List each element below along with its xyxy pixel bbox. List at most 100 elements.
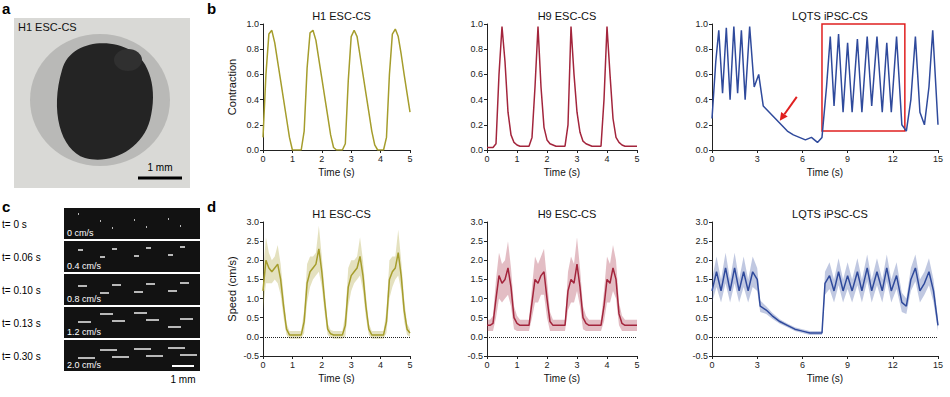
svg-text:1.0: 1.0 bbox=[470, 294, 483, 304]
svg-text:1: 1 bbox=[290, 360, 295, 370]
svg-text:1.2 cm/s: 1.2 cm/s bbox=[67, 327, 102, 337]
svg-text:0.0: 0.0 bbox=[695, 145, 708, 155]
svg-text:1 mm: 1 mm bbox=[171, 374, 196, 385]
svg-text:1.5: 1.5 bbox=[695, 274, 708, 284]
svg-text:3: 3 bbox=[755, 360, 760, 370]
svg-text:1.5: 1.5 bbox=[470, 274, 483, 284]
svg-text:3.0: 3.0 bbox=[246, 217, 259, 227]
svg-text:3.0: 3.0 bbox=[695, 217, 708, 227]
svg-text:2.0: 2.0 bbox=[246, 255, 259, 265]
svg-text:1.0: 1.0 bbox=[246, 294, 259, 304]
svg-text:2.5: 2.5 bbox=[246, 236, 259, 246]
svg-text:0.8: 0.8 bbox=[695, 44, 708, 54]
svg-text:0.5: 0.5 bbox=[246, 313, 259, 323]
svg-text:0.2: 0.2 bbox=[246, 120, 259, 130]
svg-text:4: 4 bbox=[378, 360, 383, 370]
svg-text:12: 12 bbox=[888, 154, 898, 164]
svg-text:a: a bbox=[2, 0, 11, 17]
svg-text:0.0: 0.0 bbox=[470, 332, 483, 342]
svg-text:0.2: 0.2 bbox=[695, 120, 708, 130]
svg-text:0.8: 0.8 bbox=[246, 44, 259, 54]
svg-text:Time (s): Time (s) bbox=[318, 373, 354, 384]
svg-text:Contraction: Contraction bbox=[226, 59, 238, 115]
svg-text:0 cm/s: 0 cm/s bbox=[67, 228, 94, 238]
svg-text:-0.5: -0.5 bbox=[243, 351, 259, 361]
svg-text:4: 4 bbox=[604, 154, 609, 164]
svg-text:0: 0 bbox=[709, 154, 714, 164]
svg-text:0.5: 0.5 bbox=[695, 313, 708, 323]
svg-text:t= 0.30 s: t= 0.30 s bbox=[2, 351, 41, 362]
svg-text:6: 6 bbox=[800, 154, 805, 164]
svg-text:0.8: 0.8 bbox=[470, 44, 483, 54]
svg-text:1.0: 1.0 bbox=[246, 19, 259, 29]
svg-text:3: 3 bbox=[574, 154, 579, 164]
svg-text:0.4: 0.4 bbox=[470, 95, 483, 105]
svg-text:0.8 cm/s: 0.8 cm/s bbox=[67, 294, 102, 304]
svg-text:9: 9 bbox=[845, 360, 850, 370]
svg-text:2.5: 2.5 bbox=[470, 236, 483, 246]
svg-text:15: 15 bbox=[933, 360, 943, 370]
svg-text:3.0: 3.0 bbox=[470, 217, 483, 227]
svg-text:4: 4 bbox=[378, 154, 383, 164]
svg-text:d: d bbox=[207, 198, 216, 215]
svg-text:4: 4 bbox=[604, 360, 609, 370]
svg-text:0.0: 0.0 bbox=[695, 332, 708, 342]
svg-text:H9 ESC-CS: H9 ESC-CS bbox=[538, 208, 597, 220]
svg-text:0.0: 0.0 bbox=[246, 145, 259, 155]
svg-text:0: 0 bbox=[484, 360, 489, 370]
svg-text:0: 0 bbox=[260, 154, 265, 164]
svg-text:2: 2 bbox=[319, 360, 324, 370]
svg-text:0.0: 0.0 bbox=[470, 145, 483, 155]
svg-text:3: 3 bbox=[574, 360, 579, 370]
svg-text:2.0: 2.0 bbox=[695, 255, 708, 265]
svg-text:5: 5 bbox=[407, 154, 412, 164]
svg-text:0.6: 0.6 bbox=[246, 69, 259, 79]
svg-text:9: 9 bbox=[845, 154, 850, 164]
svg-text:Time (s): Time (s) bbox=[544, 373, 580, 384]
svg-text:5: 5 bbox=[407, 360, 412, 370]
svg-text:b: b bbox=[207, 0, 216, 17]
svg-text:3: 3 bbox=[349, 154, 354, 164]
svg-text:-0.5: -0.5 bbox=[467, 351, 483, 361]
svg-text:0.6: 0.6 bbox=[470, 69, 483, 79]
svg-text:H1 ESC-CS: H1 ESC-CS bbox=[312, 208, 371, 220]
svg-text:LQTS iPSC-CS: LQTS iPSC-CS bbox=[792, 208, 868, 220]
svg-text:Time (s): Time (s) bbox=[807, 373, 843, 384]
svg-text:1.5: 1.5 bbox=[246, 274, 259, 284]
svg-text:t= 0.10 s: t= 0.10 s bbox=[2, 285, 41, 296]
svg-text:1 mm: 1 mm bbox=[148, 162, 173, 173]
svg-text:0: 0 bbox=[260, 360, 265, 370]
svg-text:Time (s): Time (s) bbox=[544, 167, 580, 178]
svg-text:0: 0 bbox=[709, 360, 714, 370]
svg-text:H1 ESC-CS: H1 ESC-CS bbox=[18, 21, 77, 33]
svg-text:1: 1 bbox=[514, 360, 519, 370]
svg-text:0.6: 0.6 bbox=[695, 69, 708, 79]
svg-text:0.4: 0.4 bbox=[695, 95, 708, 105]
svg-text:-0.5: -0.5 bbox=[692, 351, 708, 361]
svg-text:0.4 cm/s: 0.4 cm/s bbox=[67, 261, 102, 271]
svg-text:t= 0.06 s: t= 0.06 s bbox=[2, 252, 41, 263]
svg-text:12: 12 bbox=[888, 360, 898, 370]
svg-text:2: 2 bbox=[544, 360, 549, 370]
svg-text:2.5: 2.5 bbox=[695, 236, 708, 246]
svg-text:H1 ESC-CS: H1 ESC-CS bbox=[312, 10, 371, 22]
svg-text:0.2: 0.2 bbox=[470, 120, 483, 130]
svg-text:0.4: 0.4 bbox=[246, 95, 259, 105]
svg-text:0.5: 0.5 bbox=[470, 313, 483, 323]
svg-text:15: 15 bbox=[933, 154, 943, 164]
svg-text:2.0 cm/s: 2.0 cm/s bbox=[67, 360, 102, 370]
svg-text:Speed (cm/s): Speed (cm/s) bbox=[226, 256, 238, 321]
svg-text:2: 2 bbox=[319, 154, 324, 164]
svg-text:c: c bbox=[2, 198, 10, 215]
svg-text:6: 6 bbox=[800, 360, 805, 370]
svg-text:3: 3 bbox=[349, 360, 354, 370]
svg-text:H9 ESC-CS: H9 ESC-CS bbox=[538, 10, 597, 22]
svg-text:0.0: 0.0 bbox=[246, 332, 259, 342]
svg-text:1: 1 bbox=[514, 154, 519, 164]
svg-text:5: 5 bbox=[634, 360, 639, 370]
svg-text:3: 3 bbox=[755, 154, 760, 164]
svg-text:2.0: 2.0 bbox=[470, 255, 483, 265]
svg-text:LQTS iPSC-CS: LQTS iPSC-CS bbox=[792, 10, 868, 22]
svg-text:5: 5 bbox=[634, 154, 639, 164]
svg-text:1.0: 1.0 bbox=[695, 294, 708, 304]
